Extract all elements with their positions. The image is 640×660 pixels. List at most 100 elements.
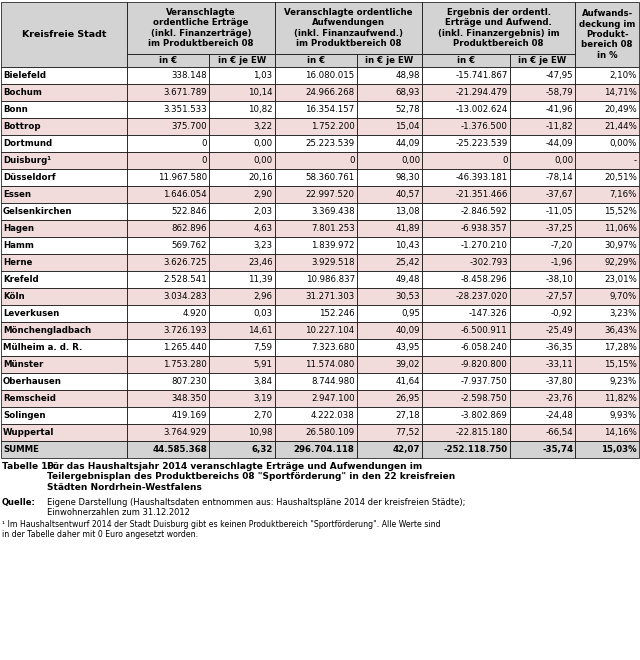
Bar (575, 407, 639, 424)
Text: Veranschlagte ordentliche
Aufwendungen
(inkl. Finanzaufwend.)
im Produktbereich : Veranschlagte ordentliche Aufwendungen (… (284, 8, 413, 48)
Text: 9,93%: 9,93% (610, 411, 637, 420)
Text: 9,70%: 9,70% (610, 292, 637, 301)
Text: 10.986.837: 10.986.837 (305, 275, 355, 284)
Text: -41,96: -41,96 (545, 105, 573, 114)
Bar (575, 135, 639, 152)
Text: 1,03: 1,03 (253, 71, 273, 80)
Bar (510, 356, 575, 373)
Bar (422, 254, 510, 271)
Bar (275, 237, 356, 254)
Text: 3.351.533: 3.351.533 (163, 105, 207, 114)
Bar (275, 2, 422, 54)
Text: 3,22: 3,22 (253, 122, 273, 131)
Bar (356, 101, 422, 118)
Bar (1, 390, 127, 407)
Text: 2,70: 2,70 (253, 411, 273, 420)
Bar (209, 373, 275, 390)
Bar (356, 424, 422, 441)
Bar (209, 288, 275, 305)
Bar (127, 305, 209, 322)
Bar (209, 356, 275, 373)
Text: -3.802.869: -3.802.869 (461, 411, 508, 420)
Text: 16.354.157: 16.354.157 (305, 105, 355, 114)
Text: 0,95: 0,95 (401, 309, 420, 318)
Text: 0: 0 (202, 156, 207, 165)
Text: Bonn: Bonn (3, 105, 28, 114)
Bar (510, 67, 575, 84)
Text: 522.846: 522.846 (172, 207, 207, 216)
Text: -1.376.500: -1.376.500 (461, 122, 508, 131)
Bar (422, 271, 510, 288)
Bar (510, 322, 575, 339)
Text: -6.058.240: -6.058.240 (461, 343, 508, 352)
Text: -147.326: -147.326 (469, 309, 508, 318)
Bar (127, 54, 209, 67)
Text: Bochum: Bochum (3, 88, 42, 97)
Bar (275, 54, 356, 67)
Text: Tabelle 10:: Tabelle 10: (2, 462, 57, 471)
Text: Aufwands-
deckung im
Produkt-
bereich 08
in %: Aufwands- deckung im Produkt- bereich 08… (579, 9, 636, 60)
Bar (510, 373, 575, 390)
Bar (575, 186, 639, 203)
Text: 15,52%: 15,52% (604, 207, 637, 216)
Bar (275, 135, 356, 152)
Bar (510, 135, 575, 152)
Bar (209, 390, 275, 407)
Bar (575, 271, 639, 288)
Text: Bielefeld: Bielefeld (3, 71, 46, 80)
Bar (422, 441, 510, 458)
Text: 1.265.440: 1.265.440 (163, 343, 207, 352)
Bar (422, 169, 510, 186)
Text: Für das Haushaltsjahr 2014 veranschlagte Erträge und Aufwendungen im
Teilergebni: Für das Haushaltsjahr 2014 veranschlagte… (47, 462, 455, 492)
Bar (575, 390, 639, 407)
Text: 0,00: 0,00 (554, 156, 573, 165)
Text: 7.323.680: 7.323.680 (311, 343, 355, 352)
Text: 52,78: 52,78 (396, 105, 420, 114)
Text: 807.230: 807.230 (172, 377, 207, 386)
Text: -13.002.624: -13.002.624 (456, 105, 508, 114)
Text: 25,42: 25,42 (396, 258, 420, 267)
Text: 14,61: 14,61 (248, 326, 273, 335)
Bar (422, 356, 510, 373)
Text: -33,11: -33,11 (545, 360, 573, 369)
Text: Dortmund: Dortmund (3, 139, 52, 148)
Text: 2,90: 2,90 (253, 190, 273, 199)
Text: Veranschlagte
ordentliche Erträge
(inkl. Finanzerträge)
im Produktbereich 08: Veranschlagte ordentliche Erträge (inkl.… (148, 8, 253, 48)
Text: 58.360.761: 58.360.761 (305, 173, 355, 182)
Text: Essen: Essen (3, 190, 31, 199)
Bar (127, 101, 209, 118)
Text: 419.169: 419.169 (172, 411, 207, 420)
Bar (275, 118, 356, 135)
Bar (1, 288, 127, 305)
Text: 10.227.104: 10.227.104 (305, 326, 355, 335)
Bar (575, 424, 639, 441)
Text: -0,92: -0,92 (551, 309, 573, 318)
Text: -302.793: -302.793 (469, 258, 508, 267)
Text: -23,76: -23,76 (545, 394, 573, 403)
Bar (127, 135, 209, 152)
Text: -1.270.210: -1.270.210 (461, 241, 508, 250)
Text: 98,30: 98,30 (396, 173, 420, 182)
Text: 40,09: 40,09 (396, 326, 420, 335)
Bar (1, 118, 127, 135)
Text: -47,95: -47,95 (545, 71, 573, 80)
Text: 3.626.725: 3.626.725 (163, 258, 207, 267)
Text: -37,80: -37,80 (545, 377, 573, 386)
Bar (1, 373, 127, 390)
Text: 3.369.438: 3.369.438 (311, 207, 355, 216)
Bar (127, 203, 209, 220)
Bar (575, 254, 639, 271)
Bar (127, 441, 209, 458)
Bar (510, 441, 575, 458)
Text: 0: 0 (349, 156, 355, 165)
Text: 8.744.980: 8.744.980 (311, 377, 355, 386)
Bar (575, 67, 639, 84)
Bar (575, 152, 639, 169)
Text: 11,82%: 11,82% (604, 394, 637, 403)
Text: -66,54: -66,54 (545, 428, 573, 437)
Text: 4,63: 4,63 (253, 224, 273, 233)
Text: 5,91: 5,91 (253, 360, 273, 369)
Text: 26,95: 26,95 (396, 394, 420, 403)
Bar (127, 356, 209, 373)
Text: Bottrop: Bottrop (3, 122, 40, 131)
